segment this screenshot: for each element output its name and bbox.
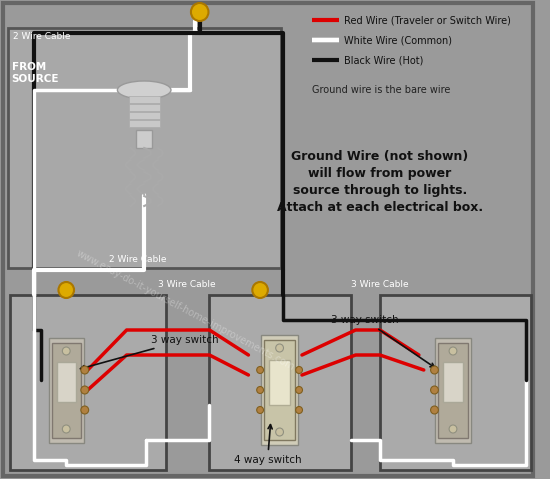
Bar	[129, 96, 160, 103]
Text: 3 way switch: 3 way switch	[80, 335, 218, 370]
Bar	[49, 338, 84, 443]
Circle shape	[257, 387, 263, 394]
Bar	[436, 338, 471, 443]
Bar	[8, 28, 280, 268]
Bar	[438, 343, 468, 438]
Bar	[443, 362, 463, 402]
Text: 3 Wire Cable: 3 Wire Cable	[351, 280, 408, 289]
Circle shape	[81, 366, 89, 374]
Circle shape	[58, 282, 74, 298]
Circle shape	[276, 428, 283, 436]
Text: source through to lights.: source through to lights.	[293, 184, 467, 197]
Bar	[380, 295, 531, 470]
Bar	[261, 335, 298, 445]
Text: Black Wire (Hot): Black Wire (Hot)	[344, 55, 424, 65]
Text: White Wire (Common): White Wire (Common)	[344, 35, 452, 45]
Text: Attach at each electrical box.: Attach at each electrical box.	[277, 201, 483, 214]
Ellipse shape	[117, 81, 171, 99]
Text: Ground Wire (not shown): Ground Wire (not shown)	[292, 150, 469, 163]
Circle shape	[449, 425, 457, 433]
Text: 2 Wire Cable: 2 Wire Cable	[109, 255, 167, 264]
Circle shape	[431, 406, 438, 414]
Bar	[129, 104, 160, 111]
Bar	[129, 120, 160, 127]
Bar	[136, 130, 152, 148]
Circle shape	[276, 344, 283, 352]
Circle shape	[296, 387, 303, 394]
Circle shape	[431, 386, 438, 394]
Bar	[129, 112, 160, 119]
Circle shape	[257, 366, 263, 374]
Text: Red Wire (Traveler or Switch Wire): Red Wire (Traveler or Switch Wire)	[344, 15, 511, 25]
Circle shape	[252, 282, 268, 298]
Bar	[269, 360, 290, 405]
Text: 2 Wire Cable: 2 Wire Cable	[13, 32, 70, 41]
Bar	[57, 362, 76, 402]
Circle shape	[296, 407, 303, 413]
Text: FROM
SOURCE: FROM SOURCE	[12, 62, 59, 84]
Bar	[10, 295, 166, 470]
Bar	[264, 340, 295, 440]
Circle shape	[449, 347, 457, 355]
Circle shape	[257, 407, 263, 413]
Bar	[52, 343, 81, 438]
Text: 3 Wire Cable: 3 Wire Cable	[158, 280, 216, 289]
Bar	[210, 295, 351, 470]
Circle shape	[62, 347, 70, 355]
Text: will flow from power: will flow from power	[309, 167, 452, 180]
Circle shape	[191, 3, 208, 21]
Circle shape	[296, 366, 303, 374]
Circle shape	[431, 366, 438, 374]
Text: 4 way switch: 4 way switch	[234, 424, 301, 465]
Text: Ground wire is the bare wire: Ground wire is the bare wire	[312, 85, 450, 95]
Circle shape	[81, 406, 89, 414]
Text: 3 way switch: 3 way switch	[331, 315, 434, 367]
Circle shape	[81, 386, 89, 394]
Circle shape	[62, 425, 70, 433]
Text: www.easy-do-it-yourself-home-improvements.com: www.easy-do-it-yourself-home-improvement…	[74, 248, 296, 372]
